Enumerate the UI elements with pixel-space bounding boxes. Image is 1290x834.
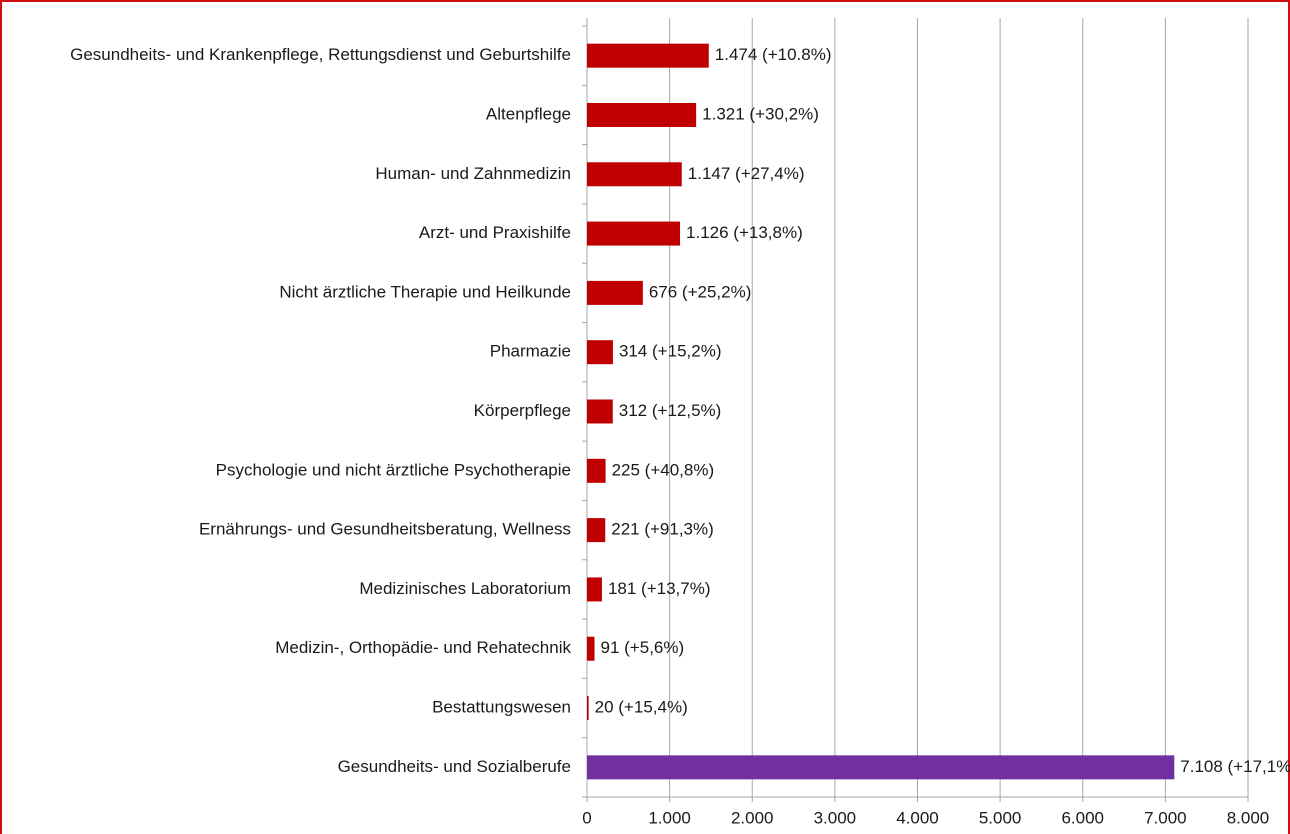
value-label: 181 (+13,7%) xyxy=(608,579,711,598)
x-tick-label: 4.000 xyxy=(896,808,939,827)
category-label: Medizinisches Laboratorium xyxy=(359,579,571,598)
value-label: 221 (+91,3%) xyxy=(611,520,714,539)
value-label: 1.126 (+13,8%) xyxy=(686,223,803,242)
bar xyxy=(587,102,697,127)
x-tick-label: 2.000 xyxy=(731,808,774,827)
bar xyxy=(587,399,613,424)
x-tick-label: 1.000 xyxy=(648,808,691,827)
bar xyxy=(587,162,682,187)
value-label: 1.321 (+30,2%) xyxy=(702,104,819,123)
x-tick-label: 5.000 xyxy=(979,808,1022,827)
bar xyxy=(587,280,643,305)
value-label: 1.147 (+27,4%) xyxy=(688,164,805,183)
bar xyxy=(587,518,606,543)
x-tick-label: 8.000 xyxy=(1227,808,1270,827)
value-label: 20 (+15,4%) xyxy=(595,698,688,717)
bar xyxy=(587,43,709,68)
value-label: 1.474 (+10.8%) xyxy=(715,45,832,64)
bar xyxy=(587,636,595,661)
category-label: Altenpflege xyxy=(486,104,571,123)
bar xyxy=(587,577,602,602)
bar xyxy=(587,458,606,483)
category-label: Arzt- und Praxishilfe xyxy=(419,223,571,242)
category-label: Nicht ärztliche Therapie und Heilkunde xyxy=(279,282,571,301)
value-label: 7.108 (+17,1%) xyxy=(1180,757,1290,776)
value-label: 312 (+12,5%) xyxy=(619,401,722,420)
category-label: Gesundheits- und Krankenpflege, Rettungs… xyxy=(70,45,571,64)
x-tick-label: 6.000 xyxy=(1061,808,1104,827)
bar xyxy=(587,221,681,246)
category-label: Körperpflege xyxy=(474,401,571,420)
value-label: 91 (+5,6%) xyxy=(601,638,685,657)
value-label: 314 (+15,2%) xyxy=(619,342,722,361)
category-label: Ernährungs- und Gesundheitsberatung, Wel… xyxy=(199,520,571,539)
bar xyxy=(587,340,613,365)
x-tick-label: 3.000 xyxy=(814,808,857,827)
category-label: Pharmazie xyxy=(490,342,571,361)
value-label: 676 (+25,2%) xyxy=(649,282,752,301)
category-label: Gesundheits- und Sozialberufe xyxy=(338,757,571,776)
category-label: Bestattungswesen xyxy=(432,698,571,717)
x-tick-label: 0 xyxy=(582,808,591,827)
bar xyxy=(587,696,589,721)
x-tick-label: 7.000 xyxy=(1144,808,1187,827)
category-label: Human- und Zahnmedizin xyxy=(375,164,571,183)
category-label: Medizin-, Orthopädie- und Rehatechnik xyxy=(275,638,571,657)
value-label: 225 (+40,8%) xyxy=(612,460,715,479)
bar xyxy=(587,755,1175,780)
category-label: Psychologie und nicht ärztliche Psychoth… xyxy=(216,460,571,479)
